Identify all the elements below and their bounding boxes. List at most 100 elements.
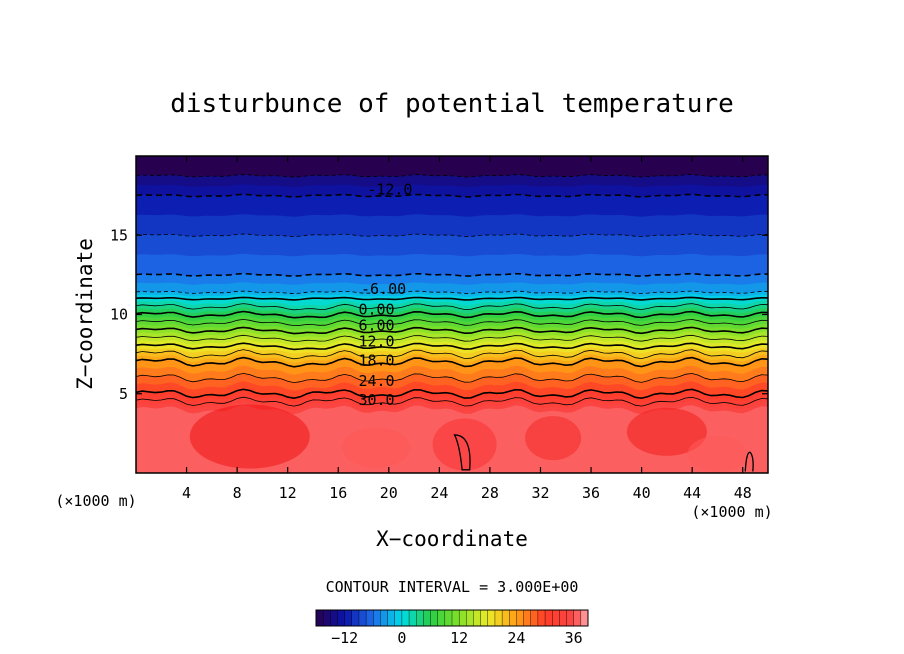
colorbar-segment: [530, 609, 539, 627]
colorbar-segment: [322, 609, 331, 627]
x-tick-label: 4: [182, 484, 191, 502]
colorbar-tick-label: 12: [450, 629, 468, 647]
contour--12: [136, 193, 768, 198]
x-tick-label: 28: [481, 484, 499, 502]
colorbar-segment: [408, 609, 417, 627]
x-axis-label: X−coordinate: [376, 527, 528, 551]
colorbar-segment: [552, 609, 560, 627]
colorbar: [315, 609, 589, 627]
warm-blob: [432, 418, 497, 471]
contour--6: [136, 272, 768, 277]
colorbar-tick-label: 0: [397, 629, 406, 647]
contour-9: [136, 318, 768, 327]
colorbar-segment: [458, 609, 467, 627]
contour-label: -6.00: [361, 280, 406, 298]
colorbar-segment: [487, 609, 496, 627]
x-tick-label: 16: [329, 484, 347, 502]
y-tick-label: 10: [110, 306, 128, 324]
colorbar-segment: [394, 609, 403, 627]
warm-blob: [342, 427, 411, 468]
contour-30: [136, 388, 768, 400]
contour-label: 18.0: [358, 351, 394, 369]
contour--3: [136, 290, 768, 295]
colorbar-segment: [330, 609, 338, 627]
x-tick-label: 36: [582, 484, 600, 502]
x-tick-label: 12: [279, 484, 297, 502]
contour-27: [136, 372, 768, 384]
colorbar-tick-label: −12: [331, 629, 358, 647]
contour-21: [136, 349, 768, 360]
colorbar-segment: [315, 609, 324, 627]
y-axis-ticks: 5 10 15: [110, 226, 768, 403]
colorbar-segment: [365, 609, 374, 627]
x-tick-label: 32: [531, 484, 549, 502]
x-tick-label: 40: [633, 484, 651, 502]
y-axis-label: Z−coordinate: [73, 238, 97, 390]
contour-label: 6.00: [358, 317, 394, 335]
colorbar-segment: [380, 609, 389, 627]
x-axis-ticks: 4 8 12 16 20 24 28 32 36 40 44 48: [182, 156, 752, 502]
contour-label: 24.0: [358, 372, 394, 390]
colorbar-segment: [444, 609, 453, 627]
x-tick-label: 8: [233, 484, 242, 502]
contour-lines: [136, 174, 768, 472]
contour-label: 30.0: [358, 391, 394, 409]
warm-blob: [189, 404, 310, 469]
y-tick-label: 5: [119, 385, 128, 403]
colorbar-segment: [573, 609, 582, 627]
colorbar-segment: [466, 609, 474, 627]
contour--9: [136, 233, 768, 237]
contour-label: 0.00: [358, 301, 394, 319]
contour-3: [136, 303, 768, 311]
colorbar-segment: [580, 609, 589, 627]
colorbar-segment: [473, 609, 482, 627]
y-tick-label: 15: [110, 226, 128, 244]
colorbar-segment: [523, 609, 532, 627]
contour--15: [136, 174, 768, 178]
colorbar-segment: [566, 609, 575, 627]
x-unit-left: (×1000 m): [55, 492, 136, 510]
x-tick-label: 48: [734, 484, 752, 502]
colorbar-segment: [351, 609, 360, 627]
colorbar-segment: [423, 609, 432, 627]
colorbar-segment: [344, 609, 353, 627]
colorbar-segment: [401, 609, 410, 627]
contour-15: [136, 334, 768, 342]
chart-title: disturbunce of potential temperature: [170, 89, 734, 119]
colorbar-segment: [387, 609, 396, 627]
contour-18: [136, 342, 768, 351]
contour-24: [136, 356, 768, 368]
colorbar-segment: [537, 609, 546, 627]
x-tick-label: 44: [683, 484, 701, 502]
colorbar-tick-labels: −12 0 12 24 36: [331, 629, 583, 647]
colorbar-segment: [358, 609, 367, 627]
contour-12: [136, 326, 768, 335]
contour-0: [136, 296, 768, 301]
colorbar-segment: [480, 609, 489, 627]
warm-blob: [525, 416, 582, 461]
colorbar-segment: [509, 609, 517, 627]
colorbar-tick-label: 24: [507, 629, 525, 647]
colorbar-segment: [373, 609, 381, 627]
contour-6: [136, 310, 768, 319]
colorbar-segment: [516, 609, 525, 627]
colorbar-frame: [315, 609, 589, 627]
contour-label: -12.0: [367, 180, 412, 198]
colorbar-segment: [437, 609, 446, 627]
contour-33: [136, 396, 768, 407]
colorbar-segment: [416, 609, 424, 627]
warm-anomalies: [189, 404, 748, 472]
colorbar-segment: [451, 609, 460, 627]
colorbar-segment: [430, 609, 439, 627]
contour-closed-48: [744, 451, 754, 472]
colorbar-segment: [501, 609, 510, 627]
colorbar-segment: [559, 609, 568, 627]
warm-blob: [687, 435, 748, 472]
contour-closed-26: [453, 434, 471, 471]
colorbar-segment: [494, 609, 503, 627]
x-unit-right: (×1000 m): [691, 503, 772, 521]
warm-blob: [626, 407, 707, 456]
